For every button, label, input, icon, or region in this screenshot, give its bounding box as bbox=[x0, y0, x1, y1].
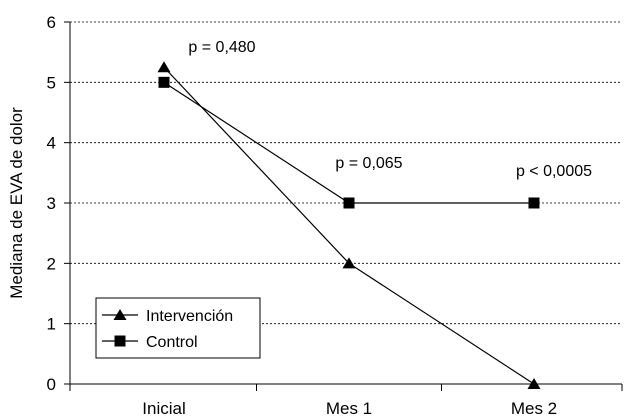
data-point bbox=[157, 61, 171, 73]
y-tick-label: 4 bbox=[47, 134, 56, 153]
legend-item: Intervención bbox=[102, 308, 233, 325]
y-axis-title: Mediana de EVA de dolor bbox=[7, 107, 26, 299]
legend: Intervención Control bbox=[95, 297, 261, 359]
annotations: p = 0,480 p = 0,065 p < 0,0005 bbox=[188, 39, 592, 180]
legend-box bbox=[95, 297, 261, 359]
p-value-annotation: p = 0,065 bbox=[335, 155, 402, 172]
x-tick-label: Inicial bbox=[142, 399, 185, 418]
legend-item: Control bbox=[102, 334, 198, 351]
y-tick-label: 5 bbox=[47, 73, 56, 92]
data-point bbox=[527, 378, 541, 389]
y-tick-label: 0 bbox=[47, 375, 56, 394]
y-tick-label: 6 bbox=[47, 13, 56, 32]
legend-marker bbox=[113, 309, 127, 320]
p-value-annotation: p < 0,0005 bbox=[516, 163, 592, 180]
data-point bbox=[342, 257, 356, 269]
series-control bbox=[158, 76, 540, 209]
legend-marker bbox=[114, 335, 126, 347]
series-intervencion bbox=[157, 61, 541, 389]
y-axis-ticks: 0 1 2 3 4 5 6 bbox=[47, 13, 70, 394]
y-tick-label: 3 bbox=[47, 194, 56, 213]
series-group bbox=[157, 61, 541, 389]
data-point bbox=[343, 197, 355, 209]
x-tick-label: Mes 2 bbox=[511, 399, 557, 418]
x-axis-ticks: Inicial Mes 1 Mes 2 bbox=[69, 384, 623, 418]
legend-label: Intervención bbox=[146, 308, 233, 325]
x-tick-label: Mes 1 bbox=[326, 399, 372, 418]
y-tick-label: 2 bbox=[47, 254, 56, 273]
p-value-annotation: p = 0,480 bbox=[188, 39, 255, 56]
y-tick-label: 1 bbox=[47, 315, 56, 334]
data-point bbox=[528, 197, 540, 209]
legend-label: Control bbox=[146, 334, 198, 351]
data-point bbox=[158, 76, 170, 88]
